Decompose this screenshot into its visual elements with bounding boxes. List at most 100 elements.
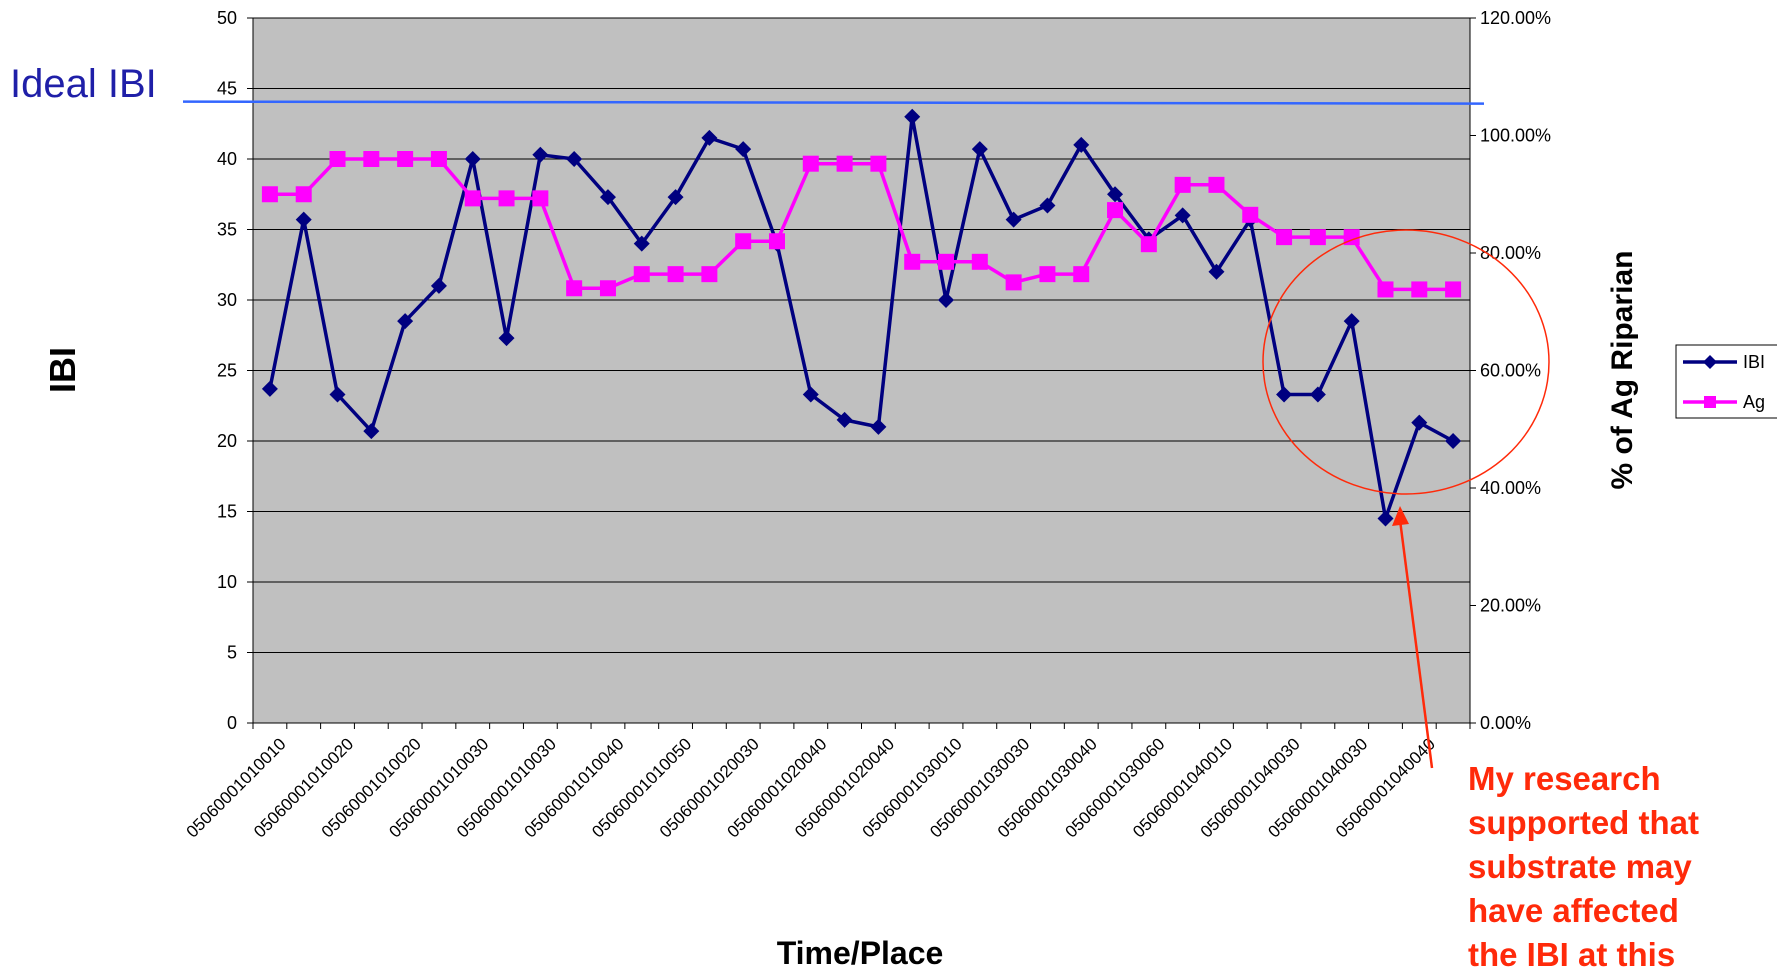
data-point-ag [363,151,380,167]
y-tick-label: 40 [217,149,237,169]
data-point-ibi [870,418,887,435]
data-point-ag [667,266,684,283]
annotation-line-4: have affected [1468,892,1679,929]
gridlines [253,17,1470,653]
data-point-ibi [566,151,583,167]
y2-tick-label: 20.00% [1480,596,1541,616]
annotation-line-3: substrate may [1468,848,1692,885]
data-point-ag [904,253,921,270]
data-point-ag [938,253,955,270]
data-point-ibi [904,108,921,125]
data-point-ibi [1445,433,1462,449]
annotation-line-5: the IBI at this [1468,936,1675,973]
data-point-ag [1039,266,1056,283]
y-tick-label: 20 [217,431,237,451]
data-point-ag [735,233,752,250]
x-axis-ticks: 0506000101001005060001010020050600010100… [183,723,1471,841]
data-point-ibi [1039,197,1056,214]
data-point-ag [295,186,312,203]
data-point-ibi [295,211,312,228]
data-point-ag [1411,281,1428,298]
y-tick-label: 0 [227,713,237,733]
y-tick-label: 15 [217,502,237,522]
x-axis-title: Time/Place [777,935,944,971]
data-point-ibi [667,189,684,206]
y-tick-label: 35 [217,220,237,240]
data-point-ibi [735,141,752,158]
highlight-circle [1262,229,1550,495]
legend-ag-label: Ag [1743,392,1765,412]
data-point-ag [870,155,887,172]
data-point-ag [971,253,988,270]
legend: IBI Ag [1675,344,1777,419]
annotation-line-2: supported that [1468,804,1699,841]
data-point-ibi [329,386,346,403]
data-point-ag [768,233,785,250]
y2-tick-label: 120.00% [1480,8,1551,28]
data-point-ag [1309,229,1326,246]
annotation-arrowhead [1392,506,1409,526]
data-point-ibi [802,386,819,403]
data-point-ag [633,266,650,283]
data-point-ag [498,190,515,207]
data-point-ibi [397,313,414,330]
ideal-ibi-line [182,100,1485,105]
data-point-ibi [1276,386,1293,403]
series-layer [261,108,1462,527]
data-point-ag [1005,274,1022,291]
data-point-ibi [1073,136,1090,153]
data-point-ag [532,190,549,207]
legend-box [1675,344,1777,419]
y2-tick-label: 60.00% [1480,361,1541,381]
annotation-line-1: My research [1468,760,1661,797]
data-point-ibi [1309,386,1326,403]
y2-tick-label: 80.00% [1480,243,1541,263]
data-point-ibi [971,141,988,158]
data-point-ag [464,190,481,207]
data-point-ag [802,155,819,172]
data-point-ag [430,151,447,167]
y2-tick-label: 40.00% [1480,478,1541,498]
y-axis-title: IBI [42,347,83,393]
data-point-ag [261,186,278,203]
data-point-ibi [938,292,955,308]
y2-axis-title: % of Ag Riparian [1606,251,1639,490]
ideal-ibi-label: Ideal IBI [10,62,157,106]
legend-ibi-label: IBI [1743,352,1765,372]
data-point-ag [599,280,616,297]
legend-ag-marker [1704,396,1716,408]
data-point-ibi [430,277,447,294]
data-point-ag [1174,176,1191,193]
series-line-ibi [268,114,1454,521]
y2-tick-label: 100.00% [1480,126,1551,146]
y-tick-label: 50 [217,8,237,28]
data-point-ag [701,266,718,283]
data-point-ag [1276,229,1293,246]
data-point-ibi [261,380,278,397]
data-point-ag [1073,266,1090,283]
data-point-ibi [1208,263,1225,280]
y-tick-label: 5 [227,643,237,663]
data-point-ibi [633,235,650,252]
data-point-ibi [464,151,481,167]
data-point-ag [566,280,583,297]
y-axis-ticks: 0 5 10 15 20 25 30 35 40 45 50 [217,8,253,733]
data-point-ibi [1377,510,1394,527]
data-point-ibi [498,330,515,347]
data-point-ibi [1343,313,1360,330]
data-point-ag [1242,206,1259,223]
y2-tick-label: 0.00% [1480,713,1531,733]
data-point-ibi [701,129,718,146]
data-point-ag [1107,202,1124,219]
data-point-ibi [1411,414,1428,431]
y-tick-label: 25 [217,361,237,381]
y2-axis-ticks: 0.00% 20.00% 40.00% 60.00% 80.00% 100.00% 120.… [1470,8,1551,733]
data-point-ag [1445,281,1462,298]
data-point-ibi [1005,211,1022,228]
data-point-ibi [836,411,853,428]
y-tick-label: 45 [217,79,237,99]
data-point-ibi [599,189,616,206]
data-point-ag [397,151,414,167]
annotation-note: My research supported that substrate may… [1468,760,1699,973]
